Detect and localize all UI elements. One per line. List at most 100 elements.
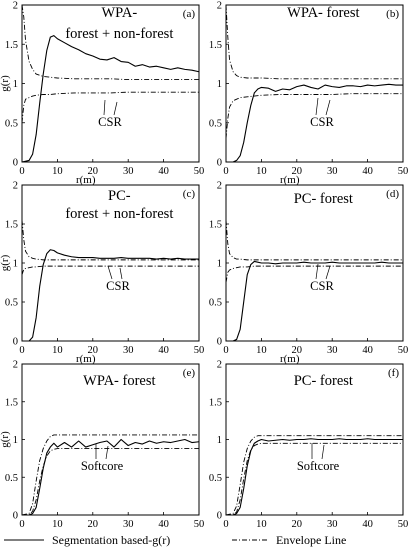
annotation-label: CSR: [310, 279, 334, 293]
x-tick-label: 30: [327, 345, 338, 356]
x-tick-label: 10: [256, 345, 267, 356]
panel-letter: (b): [386, 8, 399, 20]
y-tick-label: 1: [13, 435, 18, 446]
x-tick-label: 30: [123, 166, 134, 177]
x-tick-label: 10: [256, 166, 267, 177]
series-upper: [21, 434, 199, 516]
y-tick-label: 1: [13, 79, 18, 90]
panel-c: 0 10 20 30 40 50 0 0.5 1 1.5 2 r(m) g(r) PC-forest + …: [0, 181, 204, 366]
annotation-leader: [105, 445, 109, 460]
panel-e: 0 10 20 30 40 50 0 0.5 1 1.5 2 g(r) WPA- forest (e) So…: [0, 360, 204, 531]
annotation-label: Softcore: [297, 459, 340, 473]
y-axis-label: g(r): [0, 254, 11, 271]
x-tick-label: 0: [223, 519, 228, 530]
panel-letter: (f): [388, 367, 399, 379]
annotation-label: Softcore: [81, 459, 124, 473]
panel-b: 0 10 20 30 40 50 0 0.5 1 1.5 2 r(m) WPA- forest (b) CS…: [209, 1, 408, 187]
series-upper: [225, 435, 403, 516]
x-tick-label: 10: [52, 166, 63, 177]
y-axis-label: g(r): [0, 431, 11, 448]
x-tick-label: 40: [362, 166, 373, 177]
x-axis-label: r(m): [76, 174, 96, 186]
x-tick-label: 10: [256, 519, 267, 530]
x-tick-label: 0: [19, 519, 24, 530]
series-lower: [226, 442, 403, 516]
y-tick-label: 1.5: [5, 40, 18, 51]
series-lower: [22, 448, 199, 516]
panel-title: WPA- forest: [287, 5, 359, 21]
series-upper: [21, 220, 199, 261]
x-tick-label: 40: [362, 345, 373, 356]
x-tick-label: 0: [19, 345, 24, 356]
x-tick-label: 20: [292, 166, 303, 177]
annotation-leader: [325, 265, 331, 280]
x-tick-label: 50: [194, 345, 205, 356]
annotation-leader: [325, 99, 331, 116]
panel-letter: (a): [183, 8, 196, 20]
y-tick-label: 2: [217, 1, 222, 12]
series-upper: [225, 220, 403, 261]
x-tick-label: 30: [123, 345, 134, 356]
annotation-leader: [119, 267, 123, 280]
annotation-leader: [315, 263, 319, 280]
series-lower: [21, 91, 199, 123]
x-tick-label: 40: [158, 166, 169, 177]
x-tick-label: 10: [52, 345, 63, 356]
y-tick-label: 2: [13, 360, 18, 371]
legend: Segmentation based-g(r) Envelope Line: [4, 533, 346, 547]
x-axis-label: r(m): [76, 353, 96, 365]
x-tick-label: 30: [123, 519, 134, 530]
panel-letter: (c): [183, 188, 196, 200]
x-tick-label: 20: [88, 345, 99, 356]
annotation-label: CSR: [98, 115, 122, 129]
y-tick-label: 0.5: [5, 118, 18, 129]
series-upper: [225, 4, 403, 80]
x-tick-label: 50: [194, 519, 205, 530]
y-tick-label: 2: [217, 181, 222, 192]
annotation-leader: [321, 444, 325, 460]
legend-label: Envelope Line: [276, 533, 346, 547]
y-tick-label: 0: [13, 511, 18, 522]
x-tick-label: 10: [52, 519, 63, 530]
legend-label: Segmentation based-g(r): [52, 533, 170, 547]
series-g: [226, 438, 403, 516]
panel-a: 0 10 20 30 40 50 0 0.5 1 1.5 2 r(m) g(r) WPA-forest +…: [0, 1, 204, 187]
y-tick-label: 2: [13, 1, 18, 12]
y-tick-label: 0.5: [209, 298, 222, 309]
y-tick-label: 0: [13, 158, 18, 169]
y-tick-label: 1.5: [209, 220, 222, 231]
panel-letter: (e): [183, 367, 196, 379]
series-g: [21, 35, 200, 163]
y-axis-label: g(r): [0, 75, 11, 92]
x-axis-label: r(m): [280, 174, 300, 186]
y-tick-label: 0.5: [5, 298, 18, 309]
y-tick-label: 2: [217, 360, 222, 371]
y-tick-label: 1: [217, 79, 222, 90]
series-g: [226, 83, 403, 163]
y-tick-label: 1.5: [5, 220, 18, 231]
annotation-label: CSR: [106, 279, 130, 293]
x-tick-label: 40: [158, 519, 169, 530]
y-tick-label: 0: [217, 337, 222, 348]
x-tick-label: 20: [292, 519, 303, 530]
y-tick-label: 0: [217, 158, 222, 169]
x-tick-label: 0: [19, 166, 24, 177]
panel-title: WPA-: [101, 5, 137, 21]
panel-d: 0 10 20 30 40 50 0 0.5 1 1.5 2 r(m) PC- forest (d) CSR: [209, 181, 408, 366]
panel-f: 0 10 20 30 40 50 0 0.5 1 1.5 2 PC- forest (f) Softcor…: [209, 360, 408, 531]
y-tick-label: 0.5: [5, 473, 18, 484]
panel-letter: (d): [386, 188, 399, 200]
x-tick-label: 20: [88, 166, 99, 177]
y-tick-label: 2: [13, 181, 18, 192]
y-tick-label: 1: [217, 259, 222, 270]
y-tick-label: 0.5: [209, 473, 222, 484]
annotation-leader: [103, 99, 106, 116]
x-tick-label: 50: [398, 166, 409, 177]
series-g: [226, 260, 403, 342]
y-tick-label: 1: [217, 435, 222, 446]
x-tick-label: 20: [88, 519, 99, 530]
x-tick-label: 0: [223, 345, 228, 356]
series-g: [22, 438, 200, 516]
y-tick-label: 0: [217, 511, 222, 522]
y-tick-label: 0.5: [209, 118, 222, 129]
